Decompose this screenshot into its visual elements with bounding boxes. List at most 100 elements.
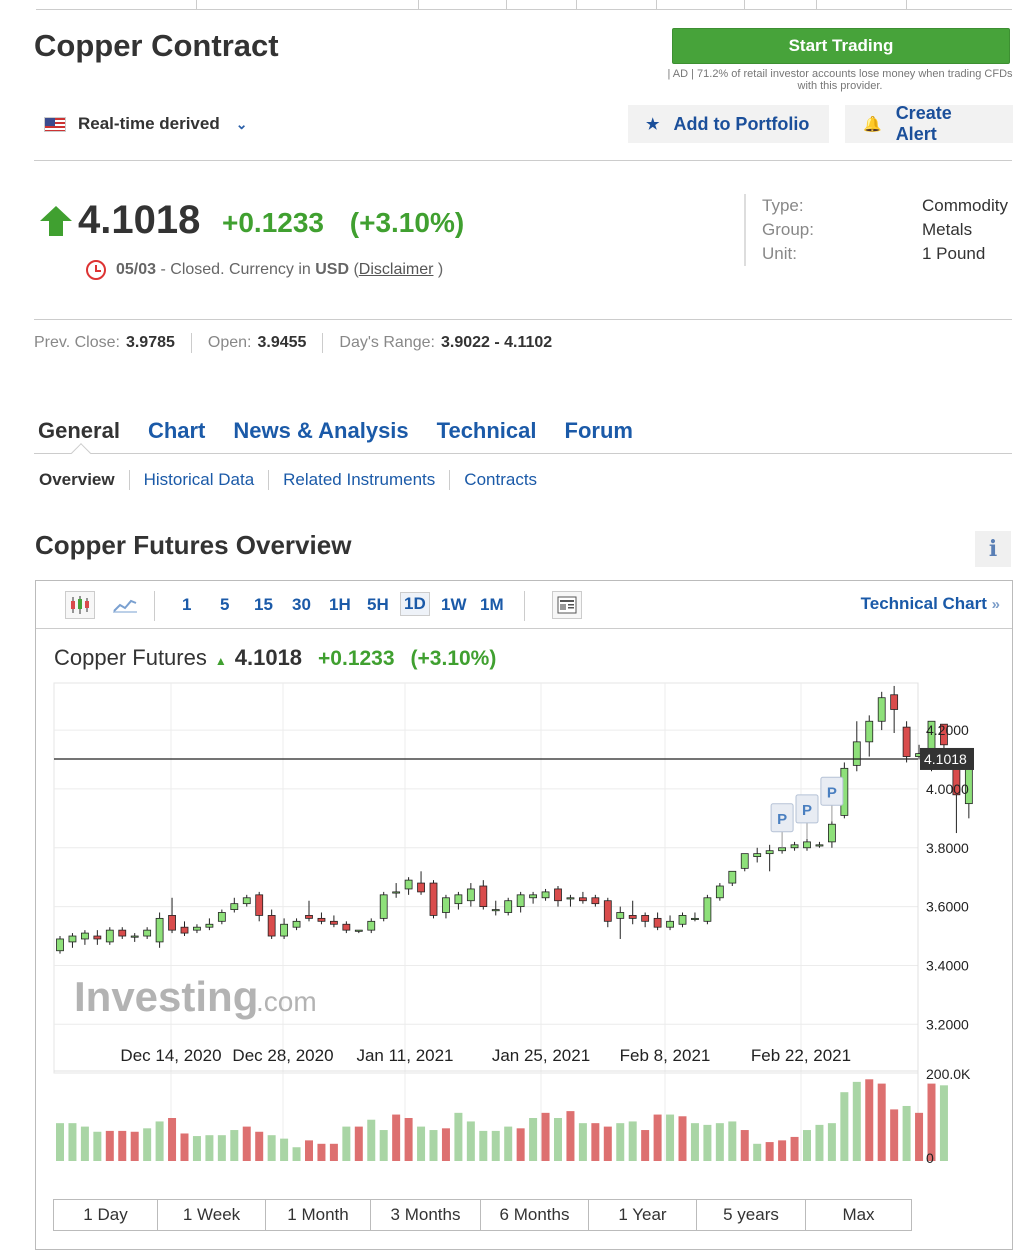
realtime-selector[interactable]: Real-time derived ⌄: [44, 114, 247, 134]
divider: [34, 160, 1012, 161]
candle: [242, 894, 251, 907]
candle-body: [529, 894, 538, 899]
section-title: Copper Futures Overview: [35, 530, 352, 560]
candle-body: [205, 923, 214, 928]
candle: [255, 891, 264, 922]
timeframe-1d[interactable]: 1D: [400, 592, 430, 616]
candle: [703, 894, 712, 925]
add-to-portfolio-label: Add to Portfolio: [673, 113, 810, 134]
marker-label: P: [777, 811, 787, 828]
create-alert-button[interactable]: 🔔 Create Alert: [845, 103, 1013, 144]
news-overlay-icon[interactable]: [552, 591, 582, 619]
volume-tick-label: 200.0K: [926, 1066, 971, 1082]
currency: USD: [315, 261, 350, 278]
range-1-month[interactable]: 1 Month: [266, 1199, 371, 1231]
volume-bar: [827, 1123, 836, 1161]
volume-bar: [255, 1131, 264, 1161]
candle-body: [541, 891, 550, 899]
timeframe-5[interactable]: 5: [220, 595, 230, 614]
subtab-overview[interactable]: Overview: [39, 470, 115, 489]
last-price: 4.1018: [78, 198, 201, 242]
volume-bar: [280, 1138, 289, 1161]
add-to-portfolio-button[interactable]: ★ Add to Portfolio: [628, 105, 829, 143]
tabs-underline: [34, 453, 1012, 454]
volume-bar: [354, 1126, 363, 1161]
page-title: Copper Contract: [34, 28, 279, 63]
volume-bar: [217, 1135, 226, 1161]
tab-technical[interactable]: Technical: [436, 418, 537, 443]
volume-bar: [168, 1118, 177, 1161]
candle-body: [504, 900, 513, 913]
candle-body: [603, 900, 612, 922]
separator: [268, 470, 270, 490]
info-button[interactable]: i: [975, 531, 1011, 567]
candle-body: [790, 844, 799, 849]
volume-bar: [529, 1118, 538, 1161]
candle-body: [616, 912, 625, 919]
tab-forum[interactable]: Forum: [564, 418, 633, 443]
candle: [479, 880, 488, 910]
line-chart-type-icon[interactable]: [110, 591, 140, 619]
candle: [877, 691, 886, 731]
candle: [292, 918, 301, 931]
subtab-historical-data[interactable]: Historical Data: [143, 470, 255, 489]
candle: [143, 927, 152, 939]
candle-body: [728, 870, 737, 884]
candle-body: [118, 929, 127, 937]
timeframe-1m[interactable]: 1M: [480, 595, 504, 614]
candle: [105, 927, 114, 945]
volume-bar: [628, 1121, 637, 1161]
range-5-years[interactable]: 5 years: [697, 1199, 806, 1231]
range-max[interactable]: Max: [806, 1199, 912, 1231]
chart-instrument-name: Copper Futures: [54, 645, 207, 670]
tab-chart[interactable]: Chart: [147, 418, 206, 443]
candle-body: [193, 926, 201, 931]
volume-bar: [118, 1130, 127, 1161]
start-trading-button[interactable]: Start Trading: [672, 28, 1010, 64]
candle: [454, 891, 463, 910]
chart-change: +0.1233: [318, 647, 395, 670]
candle: [715, 883, 724, 901]
range-1-year[interactable]: 1 Year: [589, 1199, 697, 1231]
candle: [653, 912, 662, 931]
last-price-tag: [920, 747, 974, 770]
candle: [504, 897, 513, 916]
volume-bar: [740, 1130, 749, 1161]
group-label: Group:: [762, 220, 814, 239]
timeframe-1h[interactable]: 1H: [329, 595, 351, 614]
range-1-week[interactable]: 1 Week: [158, 1199, 266, 1231]
range-3-months[interactable]: 3 Months: [371, 1199, 481, 1231]
volume-bar: [205, 1135, 214, 1161]
range-1-day[interactable]: 1 Day: [53, 1199, 158, 1231]
candle: [628, 900, 637, 925]
watermark-investing: Investing: [74, 973, 258, 1020]
timeframe-15[interactable]: 15: [254, 595, 273, 614]
chart-header: Copper Futures ▲ 4.1018 +0.1233 (+3.10%): [54, 645, 496, 671]
subtab-related-instruments[interactable]: Related Instruments: [283, 470, 436, 489]
candle: [691, 912, 699, 922]
volume-bar: [815, 1124, 824, 1161]
timeframe-1[interactable]: 1: [182, 595, 192, 614]
technical-chart-link[interactable]: Technical Chart »: [861, 594, 1000, 614]
separator: [524, 591, 525, 621]
open-value: 3.9455: [257, 334, 307, 351]
range-6-months[interactable]: 6 Months: [481, 1199, 589, 1231]
timeframe-5h[interactable]: 5H: [367, 595, 389, 614]
candle: [591, 894, 600, 907]
tab-news-analysis[interactable]: News & Analysis: [233, 418, 409, 443]
candlestick-type-icon[interactable]: [65, 591, 95, 619]
timeframe-30[interactable]: 30: [292, 595, 311, 614]
candle: [728, 870, 737, 887]
candle-body: [81, 932, 89, 940]
subtab-contracts[interactable]: Contracts: [464, 470, 538, 489]
tab-general[interactable]: General: [38, 418, 120, 443]
price-chart[interactable]: Investing PPP 4.20004.00003.80003.60003.…: [36, 581, 1012, 1201]
timeframe-1w[interactable]: 1W: [441, 595, 467, 614]
realtime-label: Real-time derived: [78, 114, 220, 133]
volume-bar: [554, 1118, 562, 1161]
volume-bar: [653, 1114, 662, 1161]
disclaimer-link[interactable]: Disclaimer: [358, 261, 434, 278]
day-range-label: Day's Range:: [339, 334, 435, 351]
candle: [93, 930, 102, 945]
volume-bar: [890, 1109, 899, 1161]
